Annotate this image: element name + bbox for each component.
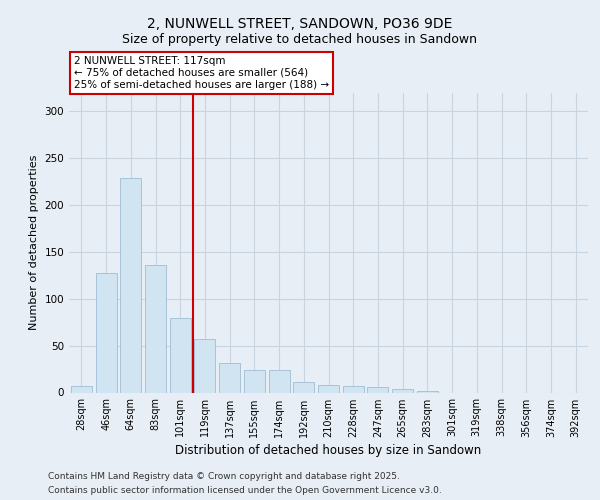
Bar [219, 364, 240, 392]
Bar [145, 265, 166, 392]
Bar [318, 385, 339, 392]
Text: Contains public sector information licensed under the Open Government Licence v3: Contains public sector information licen… [48, 486, 442, 495]
Bar [392, 389, 413, 392]
Bar [343, 386, 364, 392]
Bar [194, 339, 215, 392]
Bar [95, 272, 116, 392]
Text: Size of property relative to detached houses in Sandown: Size of property relative to detached ho… [122, 32, 478, 46]
Bar [170, 318, 191, 392]
X-axis label: Distribution of detached houses by size in Sandown: Distribution of detached houses by size … [175, 444, 482, 456]
Bar [71, 386, 92, 392]
Bar [244, 370, 265, 392]
Bar [367, 387, 388, 392]
Y-axis label: Number of detached properties: Number of detached properties [29, 155, 39, 330]
Bar [417, 390, 438, 392]
Bar [120, 178, 141, 392]
Text: Contains HM Land Registry data © Crown copyright and database right 2025.: Contains HM Land Registry data © Crown c… [48, 472, 400, 481]
Text: 2 NUNWELL STREET: 117sqm
← 75% of detached houses are smaller (564)
25% of semi-: 2 NUNWELL STREET: 117sqm ← 75% of detach… [74, 56, 329, 90]
Bar [293, 382, 314, 392]
Text: 2, NUNWELL STREET, SANDOWN, PO36 9DE: 2, NUNWELL STREET, SANDOWN, PO36 9DE [148, 18, 452, 32]
Bar [269, 370, 290, 392]
